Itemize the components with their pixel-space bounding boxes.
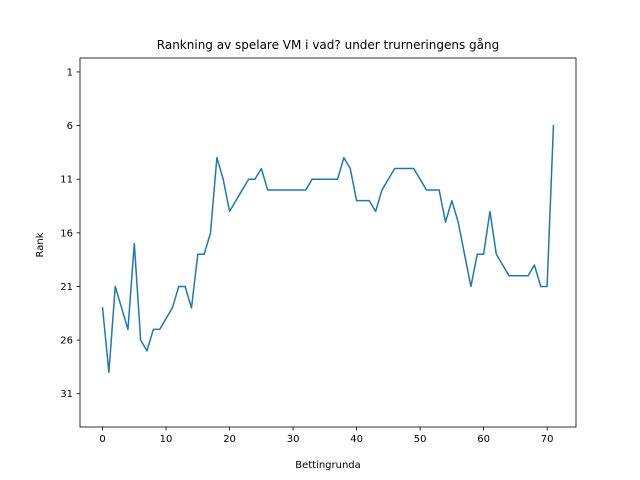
chart-title: Rankning av spelare VM i vad? under trur… xyxy=(157,38,499,52)
y-tick-label: 16 xyxy=(60,228,73,239)
x-tick-label: 50 xyxy=(414,434,427,445)
x-tick-label: 70 xyxy=(541,434,554,445)
y-tick-label: 6 xyxy=(67,121,73,132)
axes-frame xyxy=(79,57,577,428)
x-axis-label: Bettingrunda xyxy=(295,460,361,471)
series-line-0 xyxy=(101,124,555,374)
y-tick-label: 21 xyxy=(60,282,73,293)
x-tick-label: 20 xyxy=(223,434,236,445)
y-axis-label: Rank xyxy=(35,232,46,257)
x-tick-label: 60 xyxy=(477,434,490,445)
x-tick-label: 40 xyxy=(350,434,363,445)
y-tick-label: 26 xyxy=(60,336,73,347)
y-tick-label: 11 xyxy=(60,175,73,186)
x-tick-label: 10 xyxy=(160,434,173,445)
x-tick-label: 30 xyxy=(287,434,300,445)
y-tick-label: 1 xyxy=(67,67,73,78)
y-tick-label: 31 xyxy=(60,389,73,400)
x-tick-label: 0 xyxy=(99,434,105,445)
